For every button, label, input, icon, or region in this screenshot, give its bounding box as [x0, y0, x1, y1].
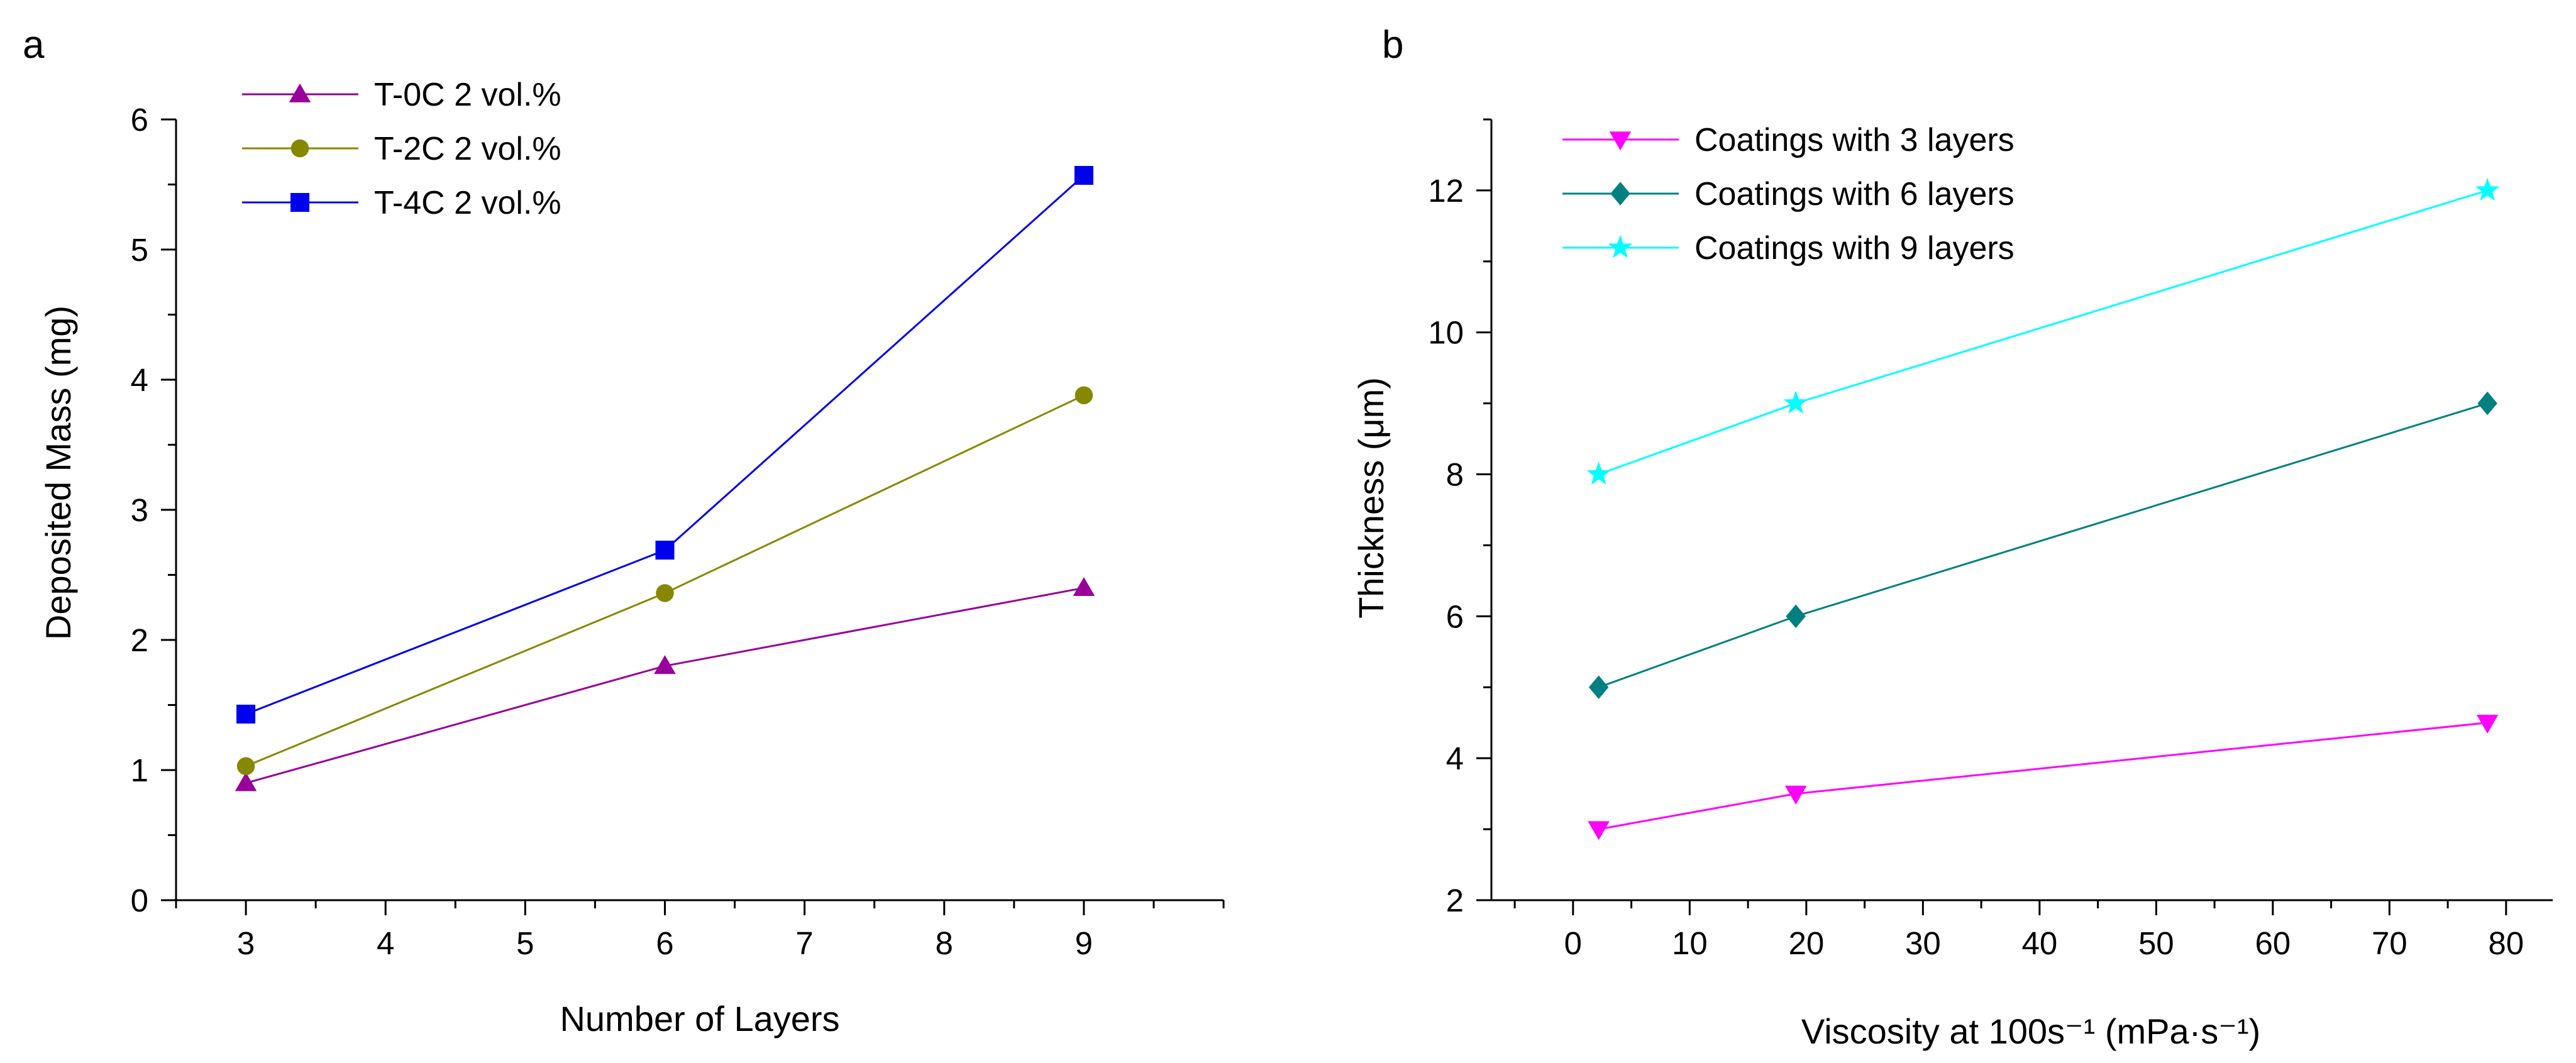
panel-a-data-point: [656, 584, 674, 602]
panel-b-y-axis-title: Thickness (μm): [1351, 377, 1391, 619]
panel-a-data-point: [1075, 386, 1093, 405]
y-tick-label: 2: [131, 622, 148, 658]
panel-b-legend-item-1: Coatings with 3 layers: [1562, 122, 2015, 158]
legend-label: T-4C 2 vol.%: [374, 185, 561, 221]
x-tick-label: 0: [1564, 925, 1582, 961]
panel-b-data-point: [1783, 390, 1808, 414]
panel-b-label: b: [1382, 23, 1403, 67]
y-tick-label: 4: [1446, 741, 1464, 776]
x-tick-label: 6: [656, 925, 673, 961]
panel-b-data-point: [1786, 604, 1806, 629]
panel-a-series-line-3: [245, 174, 1085, 715]
x-tick-label: 70: [2372, 925, 2407, 961]
panel-a-data-point: [1074, 166, 1093, 185]
y-tick-label: 6: [1446, 598, 1464, 634]
panel-a-series-line-2: [245, 394, 1085, 768]
legend-label: Coatings with 3 layers: [1694, 122, 2015, 158]
legend-label: T-2C 2 vol.%: [374, 131, 561, 167]
panel-a-y-axis-title: Deposited Mass (mg): [38, 306, 78, 640]
y-tick-label: 5: [131, 232, 148, 268]
panel-b-series-line-2: [1598, 402, 2488, 688]
x-tick-label: 80: [2488, 925, 2524, 961]
y-tick-label: 3: [131, 492, 148, 528]
x-tick-label: 50: [2138, 925, 2174, 961]
panel-b-legend-item-3: Coatings with 9 layers: [1562, 230, 2015, 267]
legend-marker: [1609, 131, 1632, 151]
y-tick-label: 2: [1446, 883, 1464, 918]
legend-label: T-0C 2 vol.%: [374, 77, 561, 113]
legend-marker: [1610, 182, 1630, 206]
legend-marker: [1608, 234, 1633, 258]
legend-marker: [290, 139, 309, 158]
panel-b-data-point: [1586, 461, 1611, 485]
x-tick-label: 9: [1075, 925, 1093, 961]
panel-a-label: a: [23, 23, 45, 67]
x-tick-label: 30: [1905, 925, 1941, 961]
panel-a-legend-item-2: T-2C 2 vol.%: [242, 131, 561, 167]
y-tick-label: 4: [131, 362, 148, 398]
y-tick-label: 12: [1428, 173, 1464, 209]
x-tick-label: 3: [237, 925, 255, 961]
panel-a-data-point: [655, 541, 675, 560]
panel-b-x-axis-title: Viscosity at 100s⁻¹ (mPa·s⁻¹): [1801, 1011, 2260, 1051]
y-tick-label: 1: [131, 752, 148, 788]
y-tick-label: 10: [1428, 315, 1464, 351]
panel-a-data-point: [235, 772, 257, 791]
panel-b-data-point: [2477, 391, 2497, 416]
x-tick-label: 8: [936, 925, 953, 961]
panel-b-series-line-1: [1598, 722, 2488, 830]
y-tick-label: 6: [131, 102, 148, 138]
panel-b-data-point: [1588, 821, 1610, 840]
x-tick-label: 20: [1788, 925, 1824, 961]
x-tick-label: 60: [2255, 925, 2291, 961]
x-tick-label: 5: [516, 925, 534, 961]
panel-a-data-point: [236, 757, 255, 776]
legend-marker: [290, 193, 309, 212]
panel-b-data-point: [2475, 177, 2500, 201]
panel-a-data-point: [654, 655, 676, 675]
x-tick-label: 40: [2021, 925, 2057, 961]
x-tick-label: 7: [795, 925, 813, 961]
panel-a-chart: a Number of Layers Deposited Mass (mg) 3…: [23, 23, 1225, 1038]
y-tick-label: 0: [131, 883, 148, 918]
x-tick-label: 10: [1672, 925, 1708, 961]
panel-b-data-point: [2476, 714, 2499, 734]
x-tick-label: 4: [377, 925, 394, 961]
panel-a-data-point: [1073, 576, 1095, 596]
panel-a-legend-item-3: T-4C 2 vol.%: [242, 185, 561, 221]
panel-a-data-point: [236, 704, 256, 724]
panel-b-legend-item-2: Coatings with 6 layers: [1562, 176, 2015, 212]
legend-label: Coatings with 9 layers: [1694, 230, 2015, 267]
panel-b-data-point: [1588, 675, 1609, 700]
panel-a-series-line-1: [245, 587, 1085, 785]
panel-a-legend-item-1: T-0C 2 vol.%: [242, 77, 561, 113]
panel-b-chart: b Viscosity at 100s⁻¹ (mPa·s⁻¹) Thicknes…: [1351, 23, 2553, 1051]
legend-marker: [289, 83, 311, 102]
y-tick-label: 8: [1446, 457, 1464, 493]
legend-label: Coatings with 6 layers: [1694, 176, 2015, 212]
panel-b-data-point: [1784, 785, 1807, 805]
panel-a-x-axis-title: Number of Layers: [560, 999, 839, 1038]
